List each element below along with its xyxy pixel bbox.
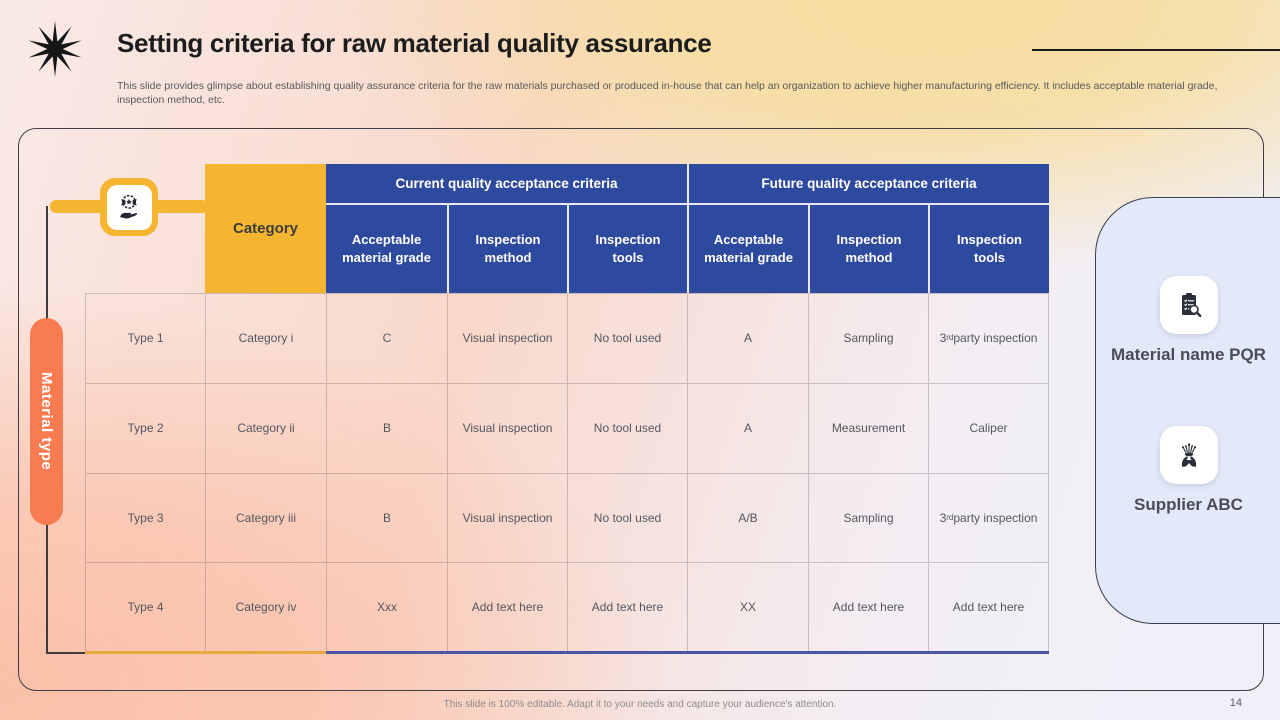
page-number: 14	[1229, 697, 1242, 709]
row-data-cell: No tool used	[567, 293, 687, 383]
page-title: Setting criteria for raw material qualit…	[117, 28, 712, 58]
subheader-acceptable-grade: Acceptable material grade	[687, 205, 808, 293]
title-divider	[1032, 49, 1280, 51]
row-category-cell: Category i	[205, 293, 326, 383]
quality-badge-in-hand-icon	[106, 184, 152, 230]
document-search-icon	[1159, 276, 1218, 334]
row-data-cell: Visual inspection	[447, 383, 567, 473]
supplier-label: Supplier ABC	[1134, 495, 1243, 514]
side-info-panel: Material name PQR Supplier ABC	[1095, 197, 1280, 624]
subheader-inspection-method: Inspection method	[808, 205, 928, 293]
subheader-inspection-tools: Inspection tools	[567, 205, 687, 293]
table-underline-blue	[326, 651, 1049, 654]
row-data-cell: Caliper	[928, 383, 1049, 473]
row-data-cell: Add text here	[928, 562, 1049, 652]
row-data-cell: A	[687, 293, 808, 383]
row-type-cell: Type 1	[85, 293, 205, 383]
bracket-line-bottom	[46, 652, 86, 654]
row-data-cell: A	[687, 383, 808, 473]
row-type-cell: Type 4	[85, 562, 205, 652]
hands-offering-icon	[1159, 426, 1218, 484]
subheader-inspection-method: Inspection method	[447, 205, 567, 293]
category-header-cell: Category	[205, 164, 326, 293]
future-criteria-group-header: Future quality acceptance criteria	[687, 164, 1049, 205]
material-name-label: Material name PQR	[1111, 345, 1266, 364]
material-type-label: Material type	[38, 372, 55, 471]
row-data-cell: C	[326, 293, 447, 383]
row-data-cell: Sampling	[808, 293, 928, 383]
slide-description: This slide provides glimpse about establ…	[117, 80, 1218, 107]
material-type-label-pill: Material type	[30, 318, 63, 525]
footer-note: This slide is 100% editable. Adapt it to…	[443, 699, 837, 710]
starburst-logo-icon	[28, 21, 82, 77]
criteria-table: Category Current quality acceptance crit…	[85, 164, 1049, 652]
subheader-inspection-tools: Inspection tools	[928, 205, 1049, 293]
row-data-cell: Add text here	[808, 562, 928, 652]
table-underline-yellow	[85, 651, 326, 654]
row-data-cell: XX	[687, 562, 808, 652]
row-category-cell: Category ii	[205, 383, 326, 473]
row-data-cell: Measurement	[808, 383, 928, 473]
table-corner-spacer	[85, 164, 205, 293]
row-data-cell: Visual inspection	[447, 293, 567, 383]
row-data-cell: Add text here	[567, 562, 687, 652]
row-type-cell: Type 3	[85, 473, 205, 562]
row-data-cell: Xxx	[326, 562, 447, 652]
row-data-cell: A/B	[687, 473, 808, 562]
row-category-cell: Category iv	[205, 562, 326, 652]
row-data-cell: Add text here	[447, 562, 567, 652]
subheader-acceptable-grade: Acceptable material grade	[326, 205, 447, 293]
row-data-cell: B	[326, 473, 447, 562]
row-data-cell: B	[326, 383, 447, 473]
row-data-cell: No tool used	[567, 473, 687, 562]
row-data-cell: Sampling	[808, 473, 928, 562]
row-type-cell: Type 2	[85, 383, 205, 473]
row-data-cell: Visual inspection	[447, 473, 567, 562]
row-data-cell: No tool used	[567, 383, 687, 473]
current-criteria-group-header: Current quality acceptance criteria	[326, 164, 687, 205]
row-category-cell: Category iii	[205, 473, 326, 562]
quality-badge-frame	[100, 178, 158, 236]
